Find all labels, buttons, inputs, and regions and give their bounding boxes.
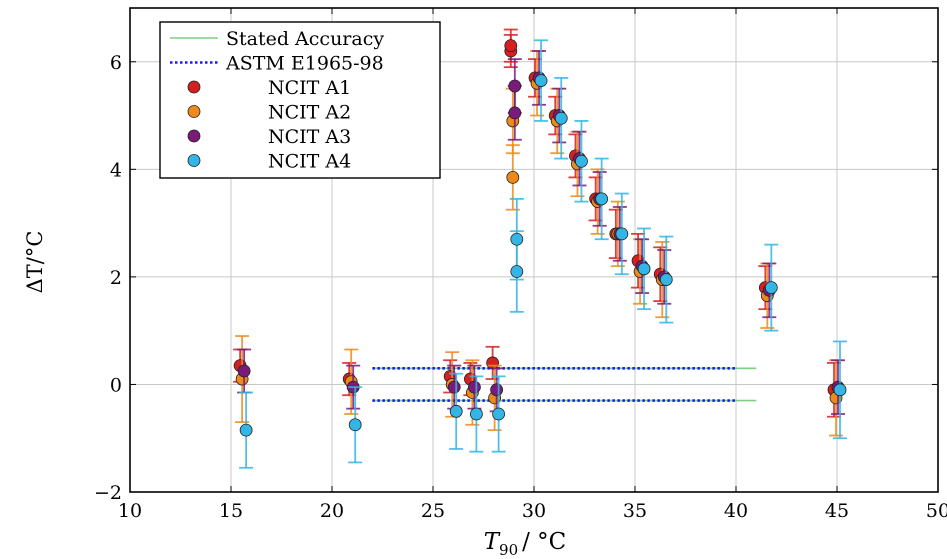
data-point	[534, 74, 548, 87]
data-point	[659, 273, 673, 286]
legend-marker	[187, 154, 201, 167]
data-point	[510, 232, 524, 246]
data-point	[504, 39, 518, 53]
data-point	[239, 423, 253, 437]
y-axis-label: ΔT/°C	[23, 231, 47, 294]
x-tick-label: 15	[219, 500, 243, 522]
data-point	[486, 356, 500, 370]
y-tick-label: 6	[110, 52, 122, 74]
reference-lines-layer	[372, 367, 757, 402]
data-point	[469, 407, 483, 421]
data-point	[348, 418, 362, 432]
x-tick-label: 40	[724, 500, 748, 522]
series-ncit-a4	[239, 39, 847, 469]
data-point	[506, 170, 520, 184]
y-tick-label: −2	[94, 482, 122, 504]
x-tick-label: 10	[118, 500, 142, 522]
legend-label: NCIT A3	[268, 126, 351, 148]
legend-marker	[187, 129, 201, 143]
data-point	[595, 192, 609, 206]
x-tick-label: 50	[926, 500, 947, 522]
data-point	[492, 407, 506, 421]
legend-label: NCIT A4	[268, 151, 351, 173]
data-point	[449, 404, 463, 418]
x-axis-label: T90/ °C	[484, 529, 567, 555]
tick-labels-layer: 10 15 20 25 30 35 40 45 50 −2 0 2 4 6	[94, 8, 947, 522]
legend-label: NCIT A2	[268, 102, 351, 124]
x-tick-label: 20	[320, 500, 344, 522]
x-tick-label: 35	[623, 500, 647, 522]
x-tick-label: 45	[825, 500, 849, 522]
x-tick-label: 30	[522, 500, 546, 522]
x-tick-label: 25	[421, 500, 445, 522]
data-point	[447, 380, 461, 394]
legend-marker	[187, 105, 201, 118]
data-point	[575, 154, 588, 168]
legend-box	[159, 21, 441, 179]
data-point	[237, 364, 251, 378]
legend-label: Stated Accuracy	[226, 28, 384, 50]
data-point	[508, 79, 522, 93]
y-tick-label: 4	[110, 159, 122, 181]
legend-label: NCIT A1	[268, 77, 351, 99]
data-point	[833, 383, 847, 397]
legend-marker	[187, 80, 201, 94]
y-tick-label: 2	[110, 267, 122, 289]
y-tick-label: 0	[110, 374, 122, 396]
data-point	[615, 227, 629, 241]
data-point	[554, 111, 568, 125]
data-point	[764, 281, 778, 295]
series-layer	[233, 28, 847, 469]
data-point	[637, 262, 651, 276]
data-point	[508, 106, 522, 120]
data-point	[490, 383, 504, 397]
data-point	[467, 380, 481, 394]
data-point	[510, 265, 524, 278]
legend-label: ASTM E1965-98	[225, 53, 384, 75]
